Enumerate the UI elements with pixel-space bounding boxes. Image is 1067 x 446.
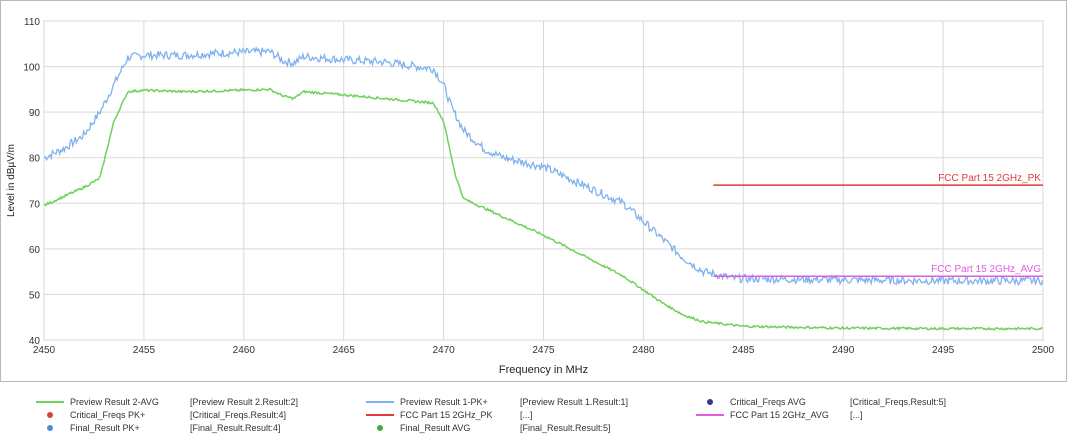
legend-symbol: [36, 409, 64, 421]
legend-symbol: [696, 409, 724, 421]
legend-label: FCC Part 15 2GHz_PK: [400, 410, 493, 420]
x-tick-label: 2480: [632, 345, 655, 356]
legend-label: Critical_Freqs AVG: [730, 397, 806, 407]
legend-dot-swatch: [47, 425, 53, 431]
legend-item: Preview Result 1-PK+ [Preview Result 1.R…: [366, 396, 628, 408]
legend-symbol: [366, 396, 394, 408]
y-tick-label: 90: [29, 108, 41, 119]
legend-dot-swatch: [377, 425, 383, 431]
legend-source: [Critical_Freqs.Result:4]: [190, 410, 287, 420]
y-tick-label: 40: [29, 336, 41, 347]
x-tick-label: 2470: [432, 345, 455, 356]
y-tick-label: 70: [29, 199, 41, 210]
limit-line-label: FCC Part 15 2GHz_PK: [938, 173, 1041, 184]
x-tick-label: 2450: [33, 345, 56, 356]
emission-chart: 2450 2455 2460 2465 2470 2475 2480 2485 2490 2495…: [6, 17, 1055, 376]
y-tick-label: 80: [29, 154, 41, 165]
legend-symbol: [366, 422, 394, 434]
legend-item: FCC Part 15 2GHz_AVG [...]: [696, 409, 863, 421]
y-tick-label: 110: [24, 17, 40, 28]
legend-item: Final_Result AVG [Final_Result.Result:5]: [366, 422, 611, 434]
x-tick-label: 2460: [233, 345, 256, 356]
legend-dot-swatch: [47, 412, 53, 418]
legend-label: FCC Part 15 2GHz_AVG: [730, 410, 829, 420]
legend-line-swatch: [366, 401, 394, 403]
y-tick-label: 60: [29, 245, 41, 256]
legend-symbol: [36, 396, 64, 408]
legend-item: Final_Result PK+ [Final_Result.Result:4]: [36, 422, 281, 434]
legend-source: [Final_Result.Result:5]: [520, 423, 611, 433]
legend-item: Critical_Freqs PK+ [Critical_Freqs.Resul…: [36, 409, 286, 421]
legend-source: [Preview Result 1.Result:1]: [520, 397, 629, 407]
legend-label: Preview Result 1-PK+: [400, 397, 488, 407]
legend-symbol: [366, 409, 394, 421]
legend-line-swatch: [366, 414, 394, 416]
y-tick-label: 50: [29, 290, 41, 301]
legend-source: [Final_Result.Result:4]: [190, 423, 281, 433]
legend-item: Critical_Freqs AVG [Critical_Freqs.Resul…: [696, 396, 946, 408]
legend-item: FCC Part 15 2GHz_PK [...]: [366, 409, 533, 421]
legend-source: [...]: [520, 410, 533, 420]
legend-symbol: [36, 422, 64, 434]
y-tick-label: 100: [23, 63, 40, 74]
limit-line-label: FCC Part 15 2GHz_AVG: [931, 264, 1041, 275]
series-line: [43, 87, 1043, 332]
legend-source: [Critical_Freqs.Result:5]: [850, 397, 947, 407]
x-tick-label: 2455: [133, 345, 156, 356]
legend: Preview Result 2-AVG [Preview Result 2.R…: [0, 396, 1067, 446]
x-tick-label: 2475: [532, 345, 555, 356]
legend-dot-swatch: [707, 399, 713, 405]
legend-line-swatch: [696, 414, 724, 416]
legend-source: [...]: [850, 410, 863, 420]
legend-label: Critical_Freqs PK+: [70, 410, 146, 420]
legend-line-swatch: [36, 401, 64, 403]
y-axis-label: Level in dBµV/m: [6, 144, 17, 217]
legend-item: Preview Result 2-AVG [Preview Result 2.R…: [36, 396, 298, 408]
legend-label: Preview Result 2-AVG: [70, 397, 159, 407]
x-tick-label: 2500: [1032, 345, 1055, 356]
legend-source: [Preview Result 2.Result:2]: [190, 397, 299, 407]
x-tick-label: 2490: [832, 345, 855, 356]
x-tick-label: 2485: [732, 345, 755, 356]
legend-label: Final_Result PK+: [70, 423, 140, 433]
x-tick-label: 2465: [333, 345, 356, 356]
legend-symbol: [696, 396, 724, 408]
x-axis-label: Frequency in MHz: [499, 364, 588, 376]
legend-label: Final_Result AVG: [400, 423, 471, 433]
x-tick-label: 2495: [932, 345, 955, 356]
series-line: [43, 46, 1044, 287]
